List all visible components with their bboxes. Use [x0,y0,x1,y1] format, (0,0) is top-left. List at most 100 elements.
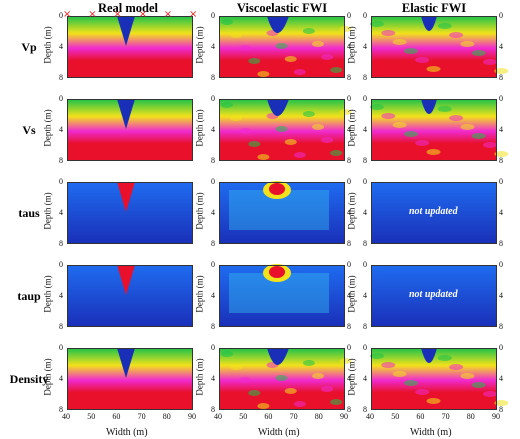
recovered-anomaly [421,348,437,363]
anomaly-wedge [117,265,135,295]
panel-vp-visco [219,16,352,78]
panel-vp-elastic [370,16,509,78]
inversion-artifact [483,391,497,397]
inversion-artifact [460,373,475,379]
y-tick-label: 8 [59,405,63,414]
inversion-artifact [471,133,486,139]
y-tick-label-right: 8 [499,405,503,414]
y-tick-label: 4 [211,125,215,134]
row-label-taup: taup [17,289,41,303]
recovered-anomaly [267,348,289,365]
inversion-artifact [426,66,441,72]
y-tick-label-right: 8 [347,239,351,248]
inversion-artifact [284,388,297,394]
inversion-artifact [239,45,252,51]
inversion-artifact [370,353,384,359]
y-tick-label: 0 [363,343,367,352]
y-tick-label-right: 4 [347,208,351,217]
y-tick-label: 4 [59,42,63,51]
inversion-artifact [302,111,315,117]
y-tick-label: 0 [363,177,367,186]
inversion-artifact [426,398,441,404]
inversion-artifact [392,122,407,128]
y-tick-label: 0 [363,260,367,269]
panel-frame [371,348,497,410]
y-tick-label: 8 [211,405,215,414]
y-tick-label-right: 0 [499,94,503,103]
inversion-artifact [275,126,288,132]
y-tick-label-right: 8 [499,239,503,248]
y-tick-label: 4 [59,208,63,217]
inversion-artifact [437,355,452,361]
anomaly-wedge [117,182,135,212]
y-tick-label: 0 [59,343,63,352]
y-tick-label: 8 [363,322,367,331]
y-tick-label: 8 [363,239,367,248]
inversion-artifact [381,113,396,119]
inversion-artifact [257,403,270,409]
panel-frame [219,99,345,161]
depth-axis-label: Depth (m) [42,26,53,64]
inversion-artifact [221,102,233,108]
depth-axis-label: Depth (m) [346,275,357,313]
inversion-artifact [321,137,334,143]
y-tick-label-right: 4 [499,208,503,217]
x-tick-label: 50 [87,412,96,421]
panel-density-visco [219,348,352,410]
source-marker-icon: × [138,9,147,20]
width-axis-label-col3: Width (m) [410,427,452,438]
panel-frame [371,182,497,244]
panel-background [371,182,497,244]
panel-frame [371,99,497,161]
y-tick-label-right: 0 [499,177,503,186]
inversion-artifact [370,21,384,27]
width-axis-label-col2: Width (m) [258,427,300,438]
depth-axis-label: Depth (m) [194,358,205,396]
inversion-artifact [437,23,452,29]
depth-axis-label: Depth (m) [42,275,53,313]
inversion-artifact [330,399,343,405]
x-tick-label: 90 [492,412,500,421]
depth-axis-label: Depth (m) [346,358,357,396]
inversion-artifact [403,380,418,386]
y-tick-label: 4 [363,291,367,300]
panel-density-real [67,348,193,410]
y-tick-label: 4 [363,42,367,51]
y-tick-label: 8 [211,156,215,165]
y-tick-label-right: 8 [347,405,351,414]
panel-frame [219,265,345,327]
y-tick-label-right: 4 [347,374,351,383]
y-tick-label: 4 [211,374,215,383]
y-tick-label-right: 0 [347,94,351,103]
inversion-artifact [381,30,396,36]
inversion-artifact [415,389,430,395]
row-label-vp: Vp [21,40,37,54]
y-tick-label: 8 [211,322,215,331]
recovered-anomaly [267,16,289,33]
x-tick-label: 40 [214,412,222,421]
inversion-artifact [403,48,418,54]
inversion-artifact [302,360,315,366]
x-tick-label: 70 [289,412,298,421]
column-title-viscoelastic-fwi: Viscoelastic FWI [236,1,328,15]
x-tick-label: 80 [162,412,171,421]
panel-vp-real [67,16,193,78]
x-tick-label: 50 [239,412,248,421]
y-tick-label: 4 [211,291,215,300]
y-tick-label-right: 8 [347,156,351,165]
y-tick-label-right: 0 [499,11,503,20]
inversion-artifact [293,401,306,407]
inversion-artifact [392,39,407,45]
y-tick-label: 0 [59,94,63,103]
inversion-artifact [339,109,352,115]
depth-axis-label: Depth (m) [42,192,53,230]
inversion-artifact [221,19,233,25]
inversion-artifact [275,375,288,381]
y-tick-label-right: 0 [347,177,351,186]
recovered-anomaly [421,99,437,114]
panel-frame [371,16,497,78]
y-tick-label-right: 8 [499,322,503,331]
x-tick-label: 80 [466,412,475,421]
y-tick-label-right: 4 [499,125,503,134]
inversion-artifact [293,69,306,75]
